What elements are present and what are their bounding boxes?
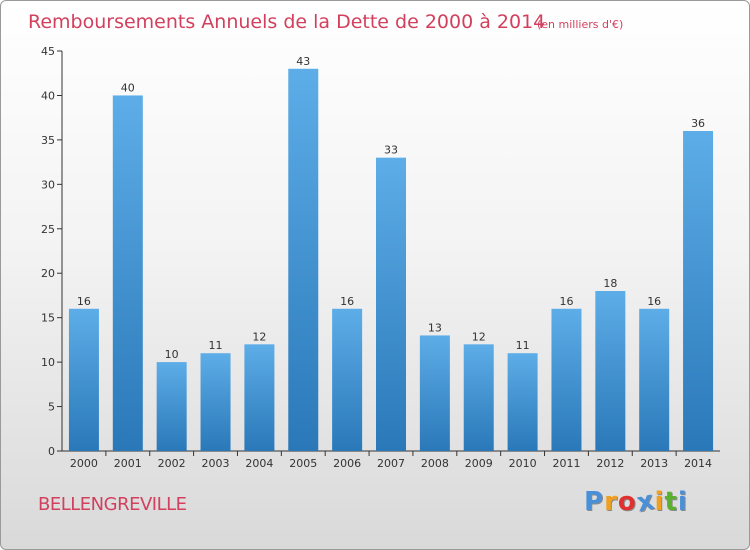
bar-2014 [683, 131, 714, 451]
bar-2002 [156, 362, 187, 451]
bar-2012 [595, 291, 626, 451]
logo-letter: i [654, 487, 665, 517]
data-label-2000: 16 [77, 295, 91, 308]
data-label-2001: 40 [121, 81, 135, 94]
y-tick-label: 10 [41, 356, 55, 369]
data-label-2013: 16 [647, 295, 661, 308]
data-label-2003: 11 [209, 339, 223, 352]
bar-2010 [507, 353, 538, 451]
data-label-2011: 16 [559, 295, 573, 308]
data-label-2012: 18 [603, 277, 617, 290]
x-tick-label-2002: 2002 [158, 457, 186, 470]
chart-unit-note: (en milliers d'€) [537, 18, 623, 31]
y-tick-label: 40 [41, 89, 55, 102]
data-label-2010: 11 [516, 339, 530, 352]
data-label-2014: 36 [691, 117, 705, 130]
bar-2008 [419, 335, 450, 451]
bar-2005 [288, 68, 319, 452]
data-label-2002: 10 [165, 348, 179, 361]
x-tick-label-2008: 2008 [421, 457, 449, 470]
bar-2013 [639, 308, 670, 451]
x-tick-label-2011: 2011 [552, 457, 580, 470]
data-label-2004: 12 [252, 330, 266, 343]
bar-2003 [200, 353, 231, 451]
data-label-2007: 33 [384, 144, 398, 157]
logo-letter: P [584, 487, 605, 517]
bar-2001 [112, 95, 143, 451]
bar-2006 [332, 308, 363, 451]
logo-letter: t [664, 487, 678, 517]
y-tick-label: 20 [41, 267, 55, 280]
x-tick-label-2009: 2009 [465, 457, 493, 470]
y-tick-label: 35 [41, 134, 55, 147]
y-tick-label: 30 [41, 178, 55, 191]
x-tick-label-2012: 2012 [596, 457, 624, 470]
y-tick-label: 15 [41, 312, 55, 325]
proxiti-logo: Proxiti [584, 485, 688, 518]
x-tick-label-2007: 2007 [377, 457, 405, 470]
bar-2011 [551, 308, 582, 451]
x-tick-label-2004: 2004 [245, 457, 273, 470]
x-tick-label-2001: 2001 [114, 457, 142, 470]
bar-2007 [376, 157, 406, 451]
x-tick-label-2010: 2010 [509, 457, 537, 470]
x-tick-label-2005: 2005 [289, 457, 317, 470]
chart-title: Remboursements Annuels de la Dette de 20… [28, 11, 545, 33]
bar-2009 [463, 344, 494, 451]
x-tick-label-2014: 2014 [684, 457, 712, 470]
y-tick-label: 0 [48, 445, 55, 458]
x-tick-label-2006: 2006 [333, 457, 361, 470]
logo-letter: r [604, 487, 618, 517]
bar-2004 [244, 344, 275, 451]
data-label-2006: 16 [340, 295, 354, 308]
y-tick-label: 5 [48, 401, 55, 414]
commune-name: BELLENGREVILLE [38, 494, 187, 515]
bar-2000 [68, 308, 99, 451]
logo-letter: o [617, 487, 637, 517]
data-label-2005: 43 [296, 55, 310, 68]
plot-area: 0 5 10 15 20 25 30 35 40 45 16 2000 40 2001 10 2002 11 20… [41, 45, 720, 470]
x-tick-label-2000: 2000 [70, 457, 98, 470]
logo-letter: i [677, 487, 688, 517]
x-tick-label-2003: 2003 [202, 457, 230, 470]
y-tick-label: 45 [41, 45, 55, 58]
data-label-2008: 13 [428, 321, 442, 334]
y-tick-label: 25 [41, 223, 55, 236]
data-label-2009: 12 [472, 330, 486, 343]
x-tick-label-2013: 2013 [640, 457, 668, 470]
